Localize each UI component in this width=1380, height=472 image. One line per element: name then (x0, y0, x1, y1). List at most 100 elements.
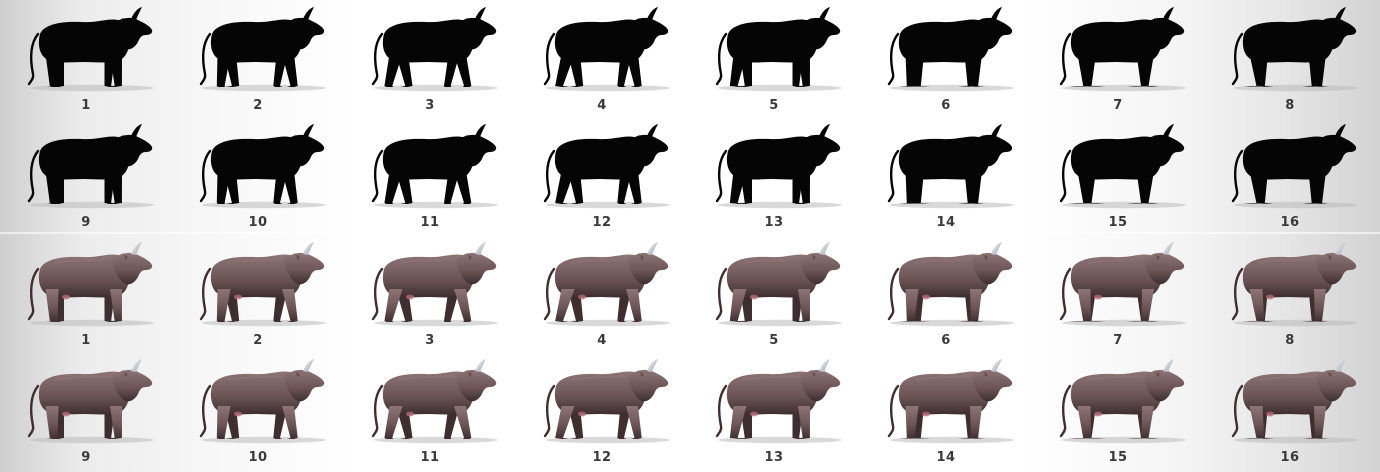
body (554, 371, 647, 415)
near-legs (555, 406, 642, 439)
frame-number: 12 (592, 215, 612, 230)
ear (810, 370, 816, 377)
tail (715, 149, 728, 203)
buffalo-figure (1231, 242, 1358, 327)
near-legs (555, 54, 642, 87)
silhouette-frame: 3 (344, 4, 516, 120)
ground-shadow (374, 84, 498, 92)
near-legs (216, 171, 298, 204)
tail (27, 267, 40, 321)
near-legs (384, 54, 472, 87)
buffalo (887, 7, 1013, 87)
buffalo-figure (27, 7, 154, 92)
body (210, 136, 303, 180)
buffalo (1231, 242, 1357, 322)
head (284, 369, 325, 402)
back-highlight (227, 375, 285, 381)
frame-number: 10 (248, 450, 268, 465)
horn (819, 242, 830, 255)
buffalo (371, 7, 497, 87)
horn (303, 124, 314, 137)
color-frame: 8 (1204, 239, 1376, 355)
body (898, 136, 991, 180)
buffalo (27, 242, 153, 322)
ground-shadow (30, 84, 154, 92)
body (726, 19, 819, 63)
body (554, 254, 647, 298)
frame-number: 16 (1280, 215, 1300, 230)
near-legs (729, 289, 810, 322)
silhouette-frame: 1 (0, 4, 172, 120)
ear (982, 370, 988, 377)
tail (1231, 267, 1244, 321)
udder (234, 294, 242, 300)
ground-shadow (374, 436, 498, 444)
frame-number: 5 (769, 333, 779, 348)
silhouette-frame: 4 (516, 4, 688, 120)
buffalo (27, 359, 153, 439)
color-frame: 1 (0, 239, 172, 355)
ear (294, 370, 300, 377)
tail (715, 32, 728, 86)
buffalo-figure (1059, 242, 1186, 327)
ground-shadow (1062, 84, 1186, 92)
ear (1154, 135, 1160, 142)
buffalo-figure (371, 359, 498, 444)
horn (131, 7, 142, 20)
near-legs (216, 54, 298, 87)
near-legs (216, 406, 298, 439)
horn (991, 124, 1002, 137)
tail (1231, 149, 1244, 203)
head (112, 369, 153, 402)
head (628, 134, 669, 167)
near-legs (1249, 289, 1326, 322)
color-frame: 12 (516, 356, 688, 472)
near-legs (555, 171, 642, 204)
tail (199, 384, 212, 438)
near-legs (905, 406, 982, 439)
tail (887, 32, 900, 86)
head (1144, 252, 1185, 285)
buffalo-figure (27, 242, 154, 327)
silhouette-frame: 14 (860, 121, 1032, 237)
back-highlight (743, 258, 801, 264)
body (1070, 254, 1163, 298)
buffalo-figure (543, 7, 670, 92)
color-frame: 5 (688, 239, 860, 355)
horn (647, 7, 658, 20)
horn (1163, 359, 1174, 372)
near-legs (216, 289, 298, 322)
near-legs (45, 289, 122, 322)
ear (1326, 18, 1332, 25)
horn (1163, 7, 1174, 20)
ear (122, 370, 128, 377)
head (800, 17, 841, 50)
buffalo-figure (1059, 7, 1186, 92)
horn (131, 124, 142, 137)
frame-number: 8 (1285, 333, 1295, 348)
head (284, 134, 325, 167)
silhouette-frame: 10 (172, 121, 344, 237)
head (284, 17, 325, 50)
horn (475, 242, 486, 255)
frame-number: 12 (592, 450, 612, 465)
body (38, 371, 131, 415)
buffalo (887, 124, 1013, 204)
buffalo (27, 7, 153, 87)
horn (1335, 359, 1346, 372)
horn (1335, 7, 1346, 20)
near-legs (1249, 171, 1326, 204)
head (972, 17, 1013, 50)
silhouette-frame: 2 (172, 4, 344, 120)
udder (62, 294, 70, 300)
ground-shadow (1234, 319, 1358, 327)
tail (1059, 384, 1072, 438)
color-frame: 3 (344, 239, 516, 355)
ground-shadow (546, 436, 670, 444)
color-frame: 7 (1032, 239, 1204, 355)
silhouette-frame: 7 (1032, 4, 1204, 120)
buffalo (371, 359, 497, 439)
buffalo (1231, 7, 1357, 87)
horn (1335, 242, 1346, 255)
buffalo (1231, 359, 1357, 439)
